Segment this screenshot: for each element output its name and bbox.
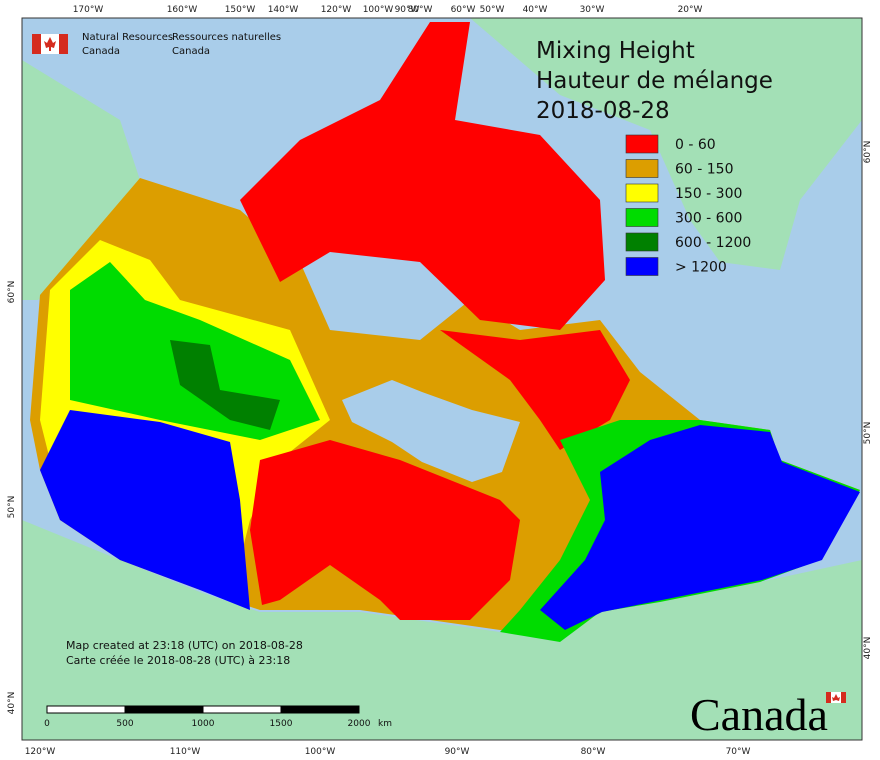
bottom-graticule-label: 80°W: [581, 747, 606, 757]
scale-segment: [280, 705, 360, 714]
bottom-graticule-label: 90°W: [445, 747, 470, 757]
west-dark-green: [170, 340, 280, 430]
legend-swatch: [625, 134, 659, 154]
scale-label: 0: [44, 719, 50, 729]
maple-leaf: [832, 694, 840, 701]
left-graticule-label: 60°N: [7, 281, 17, 304]
scale-labels: 0 500 1000 1500 2000 km: [44, 719, 392, 729]
top-graticule-label: 50°W: [480, 5, 505, 15]
title: Hauteur de mélange: [536, 68, 773, 94]
bottom-graticule-label: 110°W: [170, 747, 201, 757]
top-graticule-label: 120°W: [321, 5, 352, 15]
arctic-islands: [240, 22, 605, 330]
east-blue: [540, 425, 860, 630]
agency-fr: Ressources naturelles: [172, 32, 281, 43]
legend-label: 600 - 1200: [675, 235, 751, 251]
graticule-labels: 170°W 160°W 150°W 140°W 120°W 100°W 90°W80°W 60…: [7, 5, 873, 757]
agency-en: Canada: [82, 46, 120, 57]
right-graticule-label: 40°N: [863, 637, 873, 660]
maple-leaf: [44, 37, 56, 51]
flag-bar: [841, 692, 846, 703]
legend-label: 300 - 600: [675, 211, 742, 227]
top-graticule-label: 20°W: [678, 5, 703, 15]
top-graticule-label: 90°W: [395, 5, 420, 15]
legend-swatch: [625, 159, 659, 178]
scale-label: 1500: [270, 719, 293, 729]
title-date: 2018-08-28: [536, 98, 670, 124]
left-graticule-label: 40°N: [7, 692, 17, 715]
left-graticule-label: 50°N: [7, 496, 17, 519]
title: Mixing Height: [536, 38, 695, 64]
top-graticule-label: 30°W: [580, 5, 605, 15]
top-graticule-label: 80°W: [408, 5, 433, 15]
usa: [22, 520, 862, 740]
hudson-bay: [342, 380, 520, 482]
scale-segment: [124, 705, 204, 714]
top-graticule-label: 160°W: [167, 5, 198, 15]
legend-label: 0 - 60: [675, 137, 716, 153]
agency-en: Natural Resources: [82, 32, 173, 43]
bottom-graticule-label: 100°W: [305, 747, 336, 757]
top-graticule-label: 150°W: [225, 5, 256, 15]
top-graticule-label: 140°W: [268, 5, 299, 15]
scale-segment: [46, 705, 126, 714]
scale-segment: [202, 705, 282, 714]
north-quebec: [440, 330, 630, 450]
legend-swatch: [625, 183, 659, 203]
legend-swatch: [625, 232, 659, 252]
alaska: [22, 60, 140, 300]
scale-bar: 0 500 1000 1500 2000 km: [44, 705, 392, 729]
scale-label: 2000: [348, 719, 371, 729]
footer: Carte créée le 2018-08-28 (UTC) à 23:18: [66, 654, 290, 667]
footer: Map created at 23:18 (UTC) on 2018-08-28: [66, 639, 303, 652]
right-graticule-label: 50°N: [863, 422, 873, 445]
agency-logo: Natural Resources Canada Ressources natu…: [32, 32, 281, 57]
greenland: [470, 18, 862, 270]
legend: 0 - 60 60 - 150 150 - 300 300 - 600 600 - 12…: [625, 134, 751, 276]
legend-swatch: [625, 257, 659, 276]
top-graticule-label: 40°W: [523, 5, 548, 15]
map-frame: [21, 17, 863, 741]
top-graticule-label: 170°W: [73, 5, 104, 15]
scale-label: 1000: [192, 719, 215, 729]
flag-bar: [59, 34, 68, 54]
west-blue: [40, 410, 250, 610]
wordmark: Canada: [690, 689, 828, 740]
scale-unit: km: [378, 719, 392, 729]
scale-label: 500: [116, 719, 133, 729]
canada-wordmark: Canada: [690, 689, 846, 740]
central-red: [250, 440, 520, 620]
flag-bar: [32, 34, 41, 54]
map-body: [22, 18, 862, 740]
flag-bar: [826, 692, 831, 703]
legend-label: 60 - 150: [675, 162, 734, 178]
top-graticule-label: 60°W: [451, 5, 476, 15]
legend-label: 150 - 300: [675, 186, 742, 202]
top-graticule-label: 100°W: [363, 5, 394, 15]
right-graticule-label: 60°N: [863, 141, 873, 164]
agency-fr: Canada: [172, 46, 210, 57]
legend-swatch: [625, 208, 659, 227]
legend-label: > 1200: [675, 260, 727, 276]
bottom-graticule-label: 120°W: [25, 747, 56, 757]
bottom-graticule-label: 70°W: [726, 747, 751, 757]
